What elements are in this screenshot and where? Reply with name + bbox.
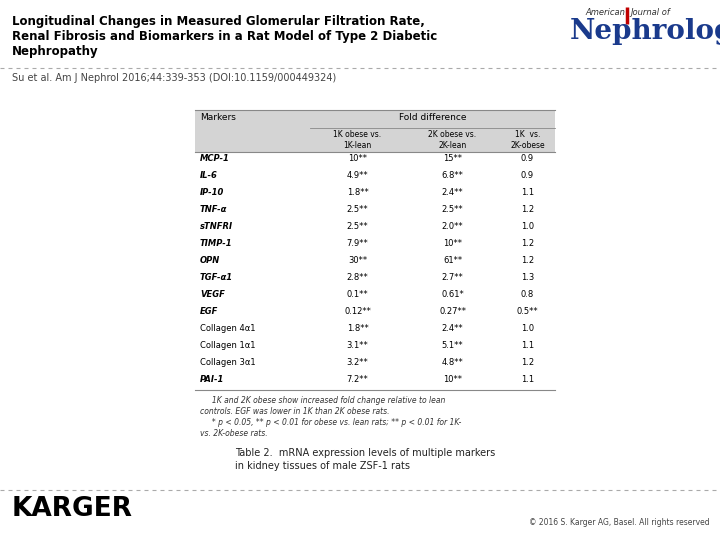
Text: 0.27**: 0.27**	[439, 307, 466, 316]
Text: TIMP-1: TIMP-1	[200, 239, 233, 248]
Text: MCP-1: MCP-1	[200, 154, 230, 163]
Text: 2.7**: 2.7**	[441, 273, 464, 282]
Text: Markers: Markers	[200, 113, 236, 122]
Text: 1.1: 1.1	[521, 375, 534, 384]
Text: 3.1**: 3.1**	[346, 341, 369, 350]
Text: 1.0: 1.0	[521, 324, 534, 333]
Text: 2.4**: 2.4**	[441, 324, 463, 333]
Text: 10**: 10**	[443, 239, 462, 248]
Text: 6.8**: 6.8**	[441, 171, 464, 180]
Text: 10**: 10**	[443, 375, 462, 384]
Text: Nephrology: Nephrology	[570, 18, 720, 45]
Text: IP-10: IP-10	[200, 188, 225, 197]
Text: TNF-α: TNF-α	[200, 205, 228, 214]
Text: VEGF: VEGF	[200, 290, 225, 299]
Text: 0.8: 0.8	[521, 290, 534, 299]
Text: 2.5**: 2.5**	[441, 205, 463, 214]
Text: sTNFRI: sTNFRI	[200, 222, 233, 231]
Text: Longitudinal Changes in Measured Glomerular Filtration Rate,: Longitudinal Changes in Measured Glomeru…	[12, 15, 425, 28]
Text: Collagen 4α1: Collagen 4α1	[200, 324, 256, 333]
Text: 1K and 2K obese show increased fold change relative to lean: 1K and 2K obese show increased fold chan…	[200, 396, 446, 405]
Text: 1.8**: 1.8**	[346, 324, 369, 333]
Text: 3.2**: 3.2**	[346, 358, 369, 367]
Text: Nephropathy: Nephropathy	[12, 45, 99, 58]
Text: Journal of: Journal of	[630, 8, 670, 17]
Text: PAI-1: PAI-1	[200, 375, 225, 384]
Text: IL-6: IL-6	[200, 171, 218, 180]
Text: 1.1: 1.1	[521, 188, 534, 197]
Text: vs. 2K-obese rats.: vs. 2K-obese rats.	[200, 429, 268, 438]
Text: 0.61*: 0.61*	[441, 290, 464, 299]
Text: Collagen 1α1: Collagen 1α1	[200, 341, 256, 350]
Text: controls. EGF was lower in 1K than 2K obese rats.: controls. EGF was lower in 1K than 2K ob…	[200, 407, 390, 416]
Text: Su et al. Am J Nephrol 2016;44:339-353 (DOI:10.1159/000449324): Su et al. Am J Nephrol 2016;44:339-353 (…	[12, 73, 336, 83]
Text: in kidney tissues of male ZSF-1 rats: in kidney tissues of male ZSF-1 rats	[235, 461, 410, 471]
Text: 0.9: 0.9	[521, 154, 534, 163]
Text: Renal Fibrosis and Biomarkers in a Rat Model of Type 2 Diabetic: Renal Fibrosis and Biomarkers in a Rat M…	[12, 30, 437, 43]
Text: 1.3: 1.3	[521, 273, 534, 282]
Text: 1K  vs.
2K-obese: 1K vs. 2K-obese	[510, 130, 545, 150]
Text: 1K obese vs.
1K-lean: 1K obese vs. 1K-lean	[333, 130, 382, 150]
Text: 2.5**: 2.5**	[347, 222, 369, 231]
Text: 15**: 15**	[443, 154, 462, 163]
Text: Table 2.  mRNA expression levels of multiple markers: Table 2. mRNA expression levels of multi…	[235, 448, 495, 458]
Text: 1.0: 1.0	[521, 222, 534, 231]
Text: American: American	[585, 8, 625, 17]
Text: 1.1: 1.1	[521, 341, 534, 350]
Text: 1.2: 1.2	[521, 239, 534, 248]
Text: 30**: 30**	[348, 256, 367, 265]
Text: 7.9**: 7.9**	[346, 239, 369, 248]
Text: 61**: 61**	[443, 256, 462, 265]
Text: 1.2: 1.2	[521, 358, 534, 367]
Text: Collagen 3α1: Collagen 3α1	[200, 358, 256, 367]
Text: 2.4**: 2.4**	[441, 188, 463, 197]
Text: 0.12**: 0.12**	[344, 307, 371, 316]
Text: 0.5**: 0.5**	[517, 307, 539, 316]
Text: EGF: EGF	[200, 307, 218, 316]
Text: KARGER: KARGER	[12, 496, 133, 522]
Text: Fold difference: Fold difference	[399, 113, 467, 122]
Text: TGF-α1: TGF-α1	[200, 273, 233, 282]
Text: 5.1**: 5.1**	[441, 341, 463, 350]
Text: 4.8**: 4.8**	[441, 358, 464, 367]
Text: 2.8**: 2.8**	[346, 273, 369, 282]
Text: 2.5**: 2.5**	[347, 205, 369, 214]
Text: 2.0**: 2.0**	[441, 222, 463, 231]
Text: 2K obese vs.
2K-lean: 2K obese vs. 2K-lean	[428, 130, 477, 150]
Text: © 2016 S. Karger AG, Basel. All rights reserved: © 2016 S. Karger AG, Basel. All rights r…	[529, 518, 710, 527]
Text: * p < 0.05, ** p < 0.01 for obese vs. lean rats; ** p < 0.01 for 1K-: * p < 0.05, ** p < 0.01 for obese vs. le…	[200, 418, 462, 427]
Text: 10**: 10**	[348, 154, 367, 163]
Text: 0.1**: 0.1**	[347, 290, 369, 299]
Text: 1.8**: 1.8**	[346, 188, 369, 197]
FancyBboxPatch shape	[195, 110, 555, 152]
Text: 0.9: 0.9	[521, 171, 534, 180]
Text: 1.2: 1.2	[521, 256, 534, 265]
Text: 1.2: 1.2	[521, 205, 534, 214]
Text: OPN: OPN	[200, 256, 220, 265]
Text: 7.2**: 7.2**	[346, 375, 369, 384]
Text: 4.9**: 4.9**	[347, 171, 369, 180]
